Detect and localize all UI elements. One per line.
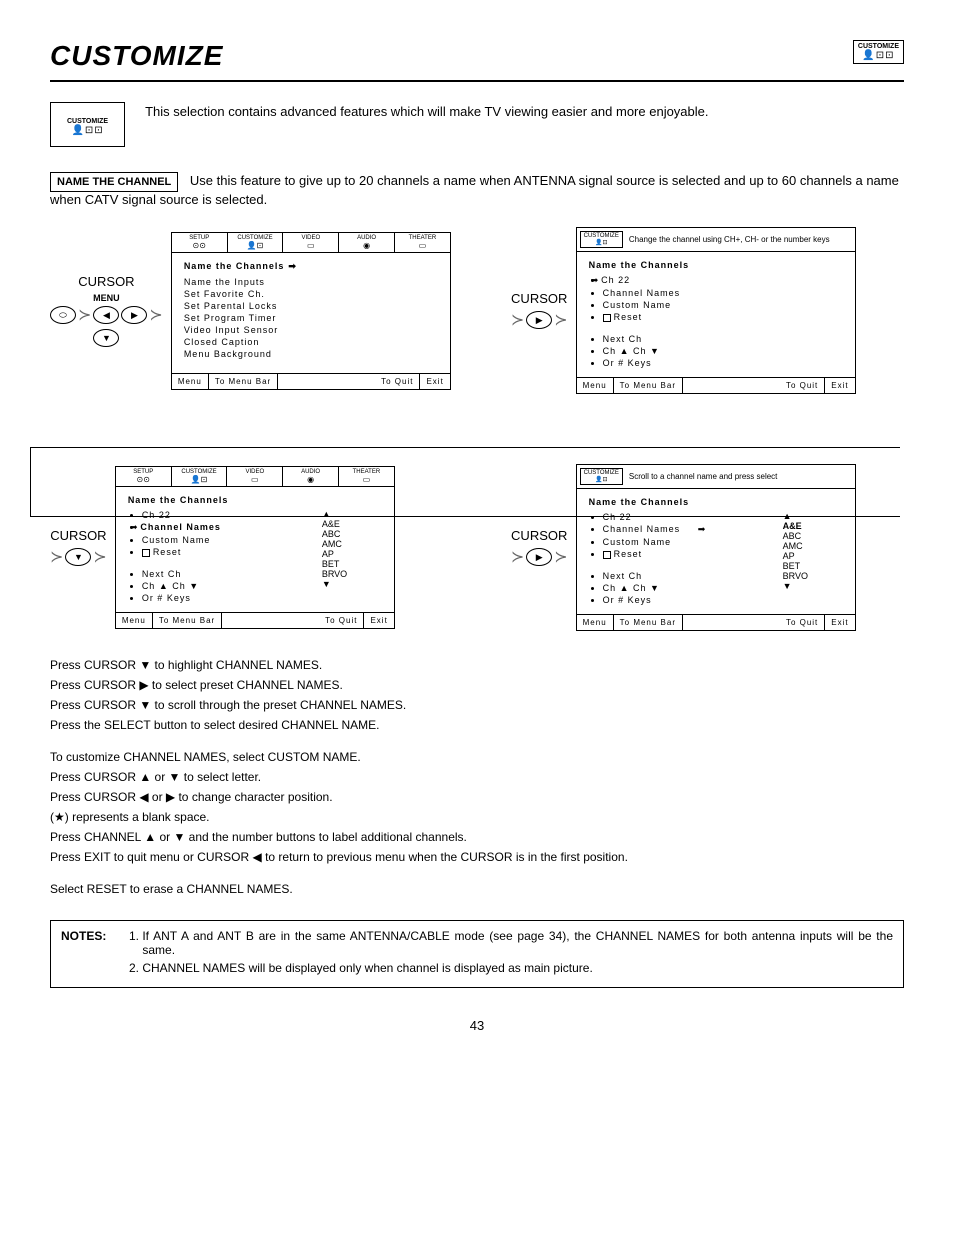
notes-box: NOTES: If ANT A and ANT B are in the sam… [50, 920, 904, 988]
cursor-block-2: CURSOR ≻ ▶ ≻ [511, 291, 568, 330]
cursor-right-icon: ▶ [526, 548, 552, 566]
intro-icon: CUSTOMIZE 👤⊡⊡ [50, 102, 125, 147]
name-channel-label: NAME THE CHANNEL [50, 172, 178, 192]
cursor-down-icon: ▼ [65, 548, 91, 566]
instructions: Press CURSOR ▼ to highlight CHANNEL NAME… [50, 656, 904, 898]
cursor-right-icon: ▶ [121, 306, 147, 324]
screen-unit-2: CURSOR ≻ ▶ ≻ CUSTOMIZE👤⊡ Change the chan… [511, 227, 904, 394]
tv-screen-1: SETUP⊙⊙ CUSTOMIZE👤⊡ VIDEO▭ AUDIO◉ THEATE… [171, 232, 451, 390]
title-rule [50, 80, 904, 82]
page-number: 43 [50, 1018, 904, 1033]
tv-tabs: SETUP⊙⊙ CUSTOMIZE👤⊡ VIDEO▭ AUDIO◉ THEATE… [172, 233, 450, 253]
page-title: CUSTOMIZE [50, 40, 223, 72]
intro-text: This selection contains advanced feature… [145, 102, 708, 119]
cursor-block-1: CURSOR MENU ⬭ ≻ ◀ ▶ ≻ ▼ [50, 274, 163, 347]
screens-grid: CURSOR MENU ⬭ ≻ ◀ ▶ ≻ ▼ SETUP⊙⊙ CUSTOMIZ… [50, 227, 904, 631]
cursor-block-4: CURSOR ≻ ▶ ≻ [511, 528, 568, 567]
intro-row: CUSTOMIZE 👤⊡⊡ This selection contains ad… [50, 102, 904, 147]
cursor-block-3: CURSOR ≻ ▼ ≻ [50, 528, 107, 567]
page-header: CUSTOMIZE CUSTOMIZE 👤⊡⊡ [50, 40, 904, 72]
notes-label: NOTES: [61, 929, 106, 979]
menu-button-icon: ⬭ [50, 306, 76, 324]
feature-row: NAME THE CHANNEL Use this feature to giv… [50, 172, 904, 207]
cursor-right-icon: ▶ [526, 311, 552, 329]
connector-line [30, 447, 900, 517]
customize-icon-top: CUSTOMIZE 👤⊡⊡ [853, 40, 904, 64]
screen-unit-1: CURSOR MENU ⬭ ≻ ◀ ▶ ≻ ▼ SETUP⊙⊙ CUSTOMIZ… [50, 227, 451, 394]
tv-screen-2: CUSTOMIZE👤⊡ Change the channel using CH+… [576, 227, 856, 394]
cursor-down-icon: ▼ [93, 329, 119, 347]
cursor-left-icon: ◀ [93, 306, 119, 324]
